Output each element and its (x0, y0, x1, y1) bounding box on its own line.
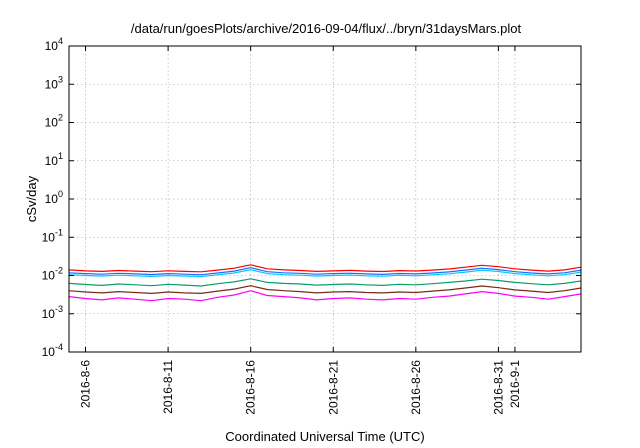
y-tick-label: 103 (45, 74, 63, 91)
series-line-5 (68, 285, 582, 294)
x-tick-label: 2016-8-31 (491, 360, 505, 415)
plot-frame (68, 45, 582, 353)
x-tick-label: 2016-9-1 (508, 360, 522, 408)
y-tick-label: 10-3 (42, 304, 63, 321)
x-tick-label: 2016-8-21 (326, 360, 340, 415)
x-tick-label: 2016-8-11 (161, 360, 175, 414)
series-line-2 (68, 267, 582, 276)
y-tick-label: 10-4 (42, 342, 63, 359)
series-line-6 (68, 290, 582, 302)
y-axis-label: cSv/day (24, 175, 39, 222)
y-tick-label: 10-1 (42, 227, 63, 244)
chart-title: /data/run/goesPlots/archive/2016-09-04/f… (131, 21, 522, 36)
x-tick-labels: 2016-8-6 2016-8-11 2016-8-16 2016-8-21 2016-… (79, 360, 522, 415)
y-tick-label: 102 (45, 113, 63, 130)
series-layer (68, 264, 582, 302)
y-tick-labels: 10-4 10-3 10-2 10-1 100 101 102 103 104 (42, 36, 63, 359)
x-tick-label: 2016-8-16 (244, 360, 258, 415)
y-tick-label: 10-2 (42, 266, 63, 283)
series-line-4 (68, 278, 582, 287)
y-tick-label: 100 (45, 189, 63, 206)
series-line-1 (68, 264, 582, 273)
y-tick-label: 104 (45, 36, 63, 53)
y-tick-label: 101 (45, 151, 63, 168)
grid (69, 46, 581, 352)
series-line-3 (68, 269, 582, 278)
x-tick-label: 2016-8-26 (409, 360, 423, 415)
x-tick-label: 2016-8-6 (79, 360, 93, 408)
x-axis-label: Coordinated Universal Time (UTC) (225, 429, 424, 444)
